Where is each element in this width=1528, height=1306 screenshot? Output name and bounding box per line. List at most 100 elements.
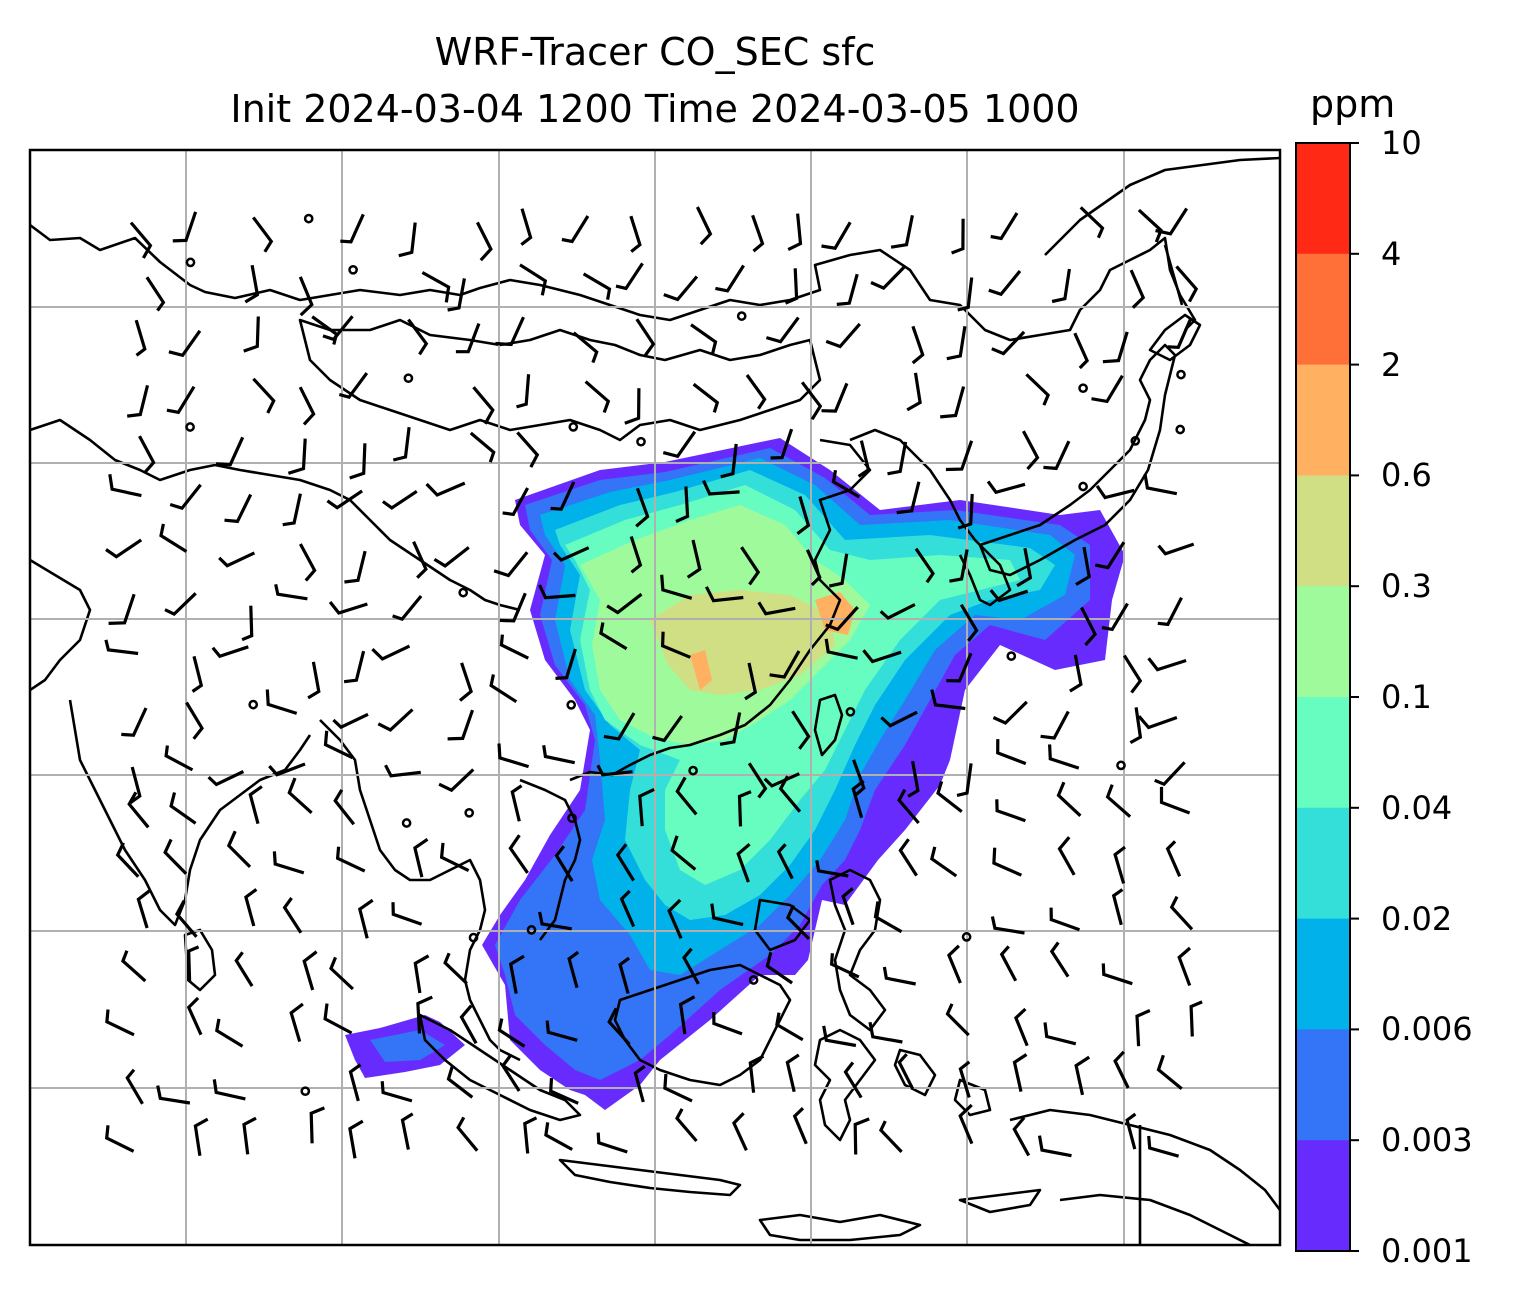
wind-barb <box>1122 654 1143 694</box>
wind-barb <box>542 745 576 765</box>
wind-barb <box>289 1002 304 1043</box>
wind-barb <box>947 944 962 984</box>
wind-barb <box>108 593 136 625</box>
colorbar-tick-label: 0.001 <box>1381 1232 1473 1270</box>
wind-barb <box>769 650 801 679</box>
wind-barb <box>1147 1135 1180 1158</box>
wind-barb <box>1012 1116 1031 1157</box>
wind-barb <box>951 218 965 255</box>
wind-barb <box>164 592 197 617</box>
wind-barb <box>929 846 958 878</box>
wind-barb <box>392 594 423 621</box>
wind-barb <box>1012 1053 1028 1092</box>
coastline-java <box>558 1158 742 1197</box>
wind-barb <box>667 898 683 940</box>
wind-barb <box>1155 207 1189 236</box>
calm-wind-marker <box>348 264 358 275</box>
calm-wind-marker <box>736 311 747 321</box>
wind-barb <box>852 759 866 797</box>
wind-barb <box>736 842 751 883</box>
wind-barb <box>252 377 276 414</box>
wind-barb <box>166 385 196 415</box>
wind-barb <box>882 966 917 986</box>
wind-barb <box>335 846 366 873</box>
wind-barb <box>218 551 256 568</box>
wind-barb <box>1014 1007 1029 1047</box>
calm-wind-marker <box>1078 383 1088 394</box>
wind-barb <box>508 954 525 994</box>
wind-barb <box>469 431 496 463</box>
calm-wind-marker <box>185 257 196 268</box>
wind-barb <box>244 264 260 304</box>
colorbar-tick-label: 0.04 <box>1381 788 1453 827</box>
wind-barb <box>348 1063 362 1102</box>
wind-barb <box>168 329 202 358</box>
wind-barb <box>1137 715 1178 730</box>
tracer-contour-0-003-west <box>370 1030 445 1062</box>
wind-barb <box>384 764 421 778</box>
wind-barb <box>957 277 974 312</box>
wind-barb <box>663 275 699 302</box>
wind-barb <box>134 319 147 357</box>
wind-barb <box>549 1078 579 1105</box>
colorbar-band <box>1296 918 1350 1030</box>
calm-wind-marker <box>688 765 698 776</box>
colorbar-band <box>1296 1029 1350 1141</box>
wind-barb <box>1157 596 1183 627</box>
wind-barb <box>737 790 752 827</box>
wind-barb <box>635 318 656 357</box>
wind-barb <box>702 479 740 496</box>
wind-barb <box>1154 761 1186 787</box>
wind-barb <box>1113 1050 1130 1089</box>
wind-barb <box>447 278 466 312</box>
wind-barb <box>1073 332 1090 370</box>
colorbar-band <box>1296 697 1350 809</box>
wind-barb <box>392 427 411 462</box>
wind-barb <box>538 911 572 931</box>
wind-barb <box>268 762 306 777</box>
wind-barb <box>407 318 429 356</box>
wind-barb <box>635 487 650 528</box>
wind-barb <box>413 954 430 994</box>
wind-barb <box>748 1054 765 1093</box>
wind-barb <box>561 215 590 244</box>
calm-wind-marker <box>1176 369 1186 380</box>
wind-barb <box>567 950 580 989</box>
wind-barb <box>878 1120 903 1154</box>
wind-barb <box>792 1107 808 1145</box>
wind-barb <box>775 1012 804 1042</box>
coastline-lesser-sunda <box>758 1213 922 1242</box>
wind-barb <box>309 1106 326 1144</box>
wind-barb <box>211 645 249 659</box>
wind-barb <box>1095 484 1135 500</box>
wind-barb <box>825 322 862 349</box>
coastline-timor <box>958 1188 1042 1214</box>
wind-barb <box>670 835 697 871</box>
wind-barb <box>862 649 902 664</box>
coastline-sakhalin <box>1163 244 1184 306</box>
coastline-korea <box>849 428 1012 607</box>
wind-barb <box>843 1061 863 1099</box>
wind-barb <box>298 543 317 582</box>
wind-barb <box>940 386 966 419</box>
wind-barb <box>502 487 530 517</box>
wind-barb <box>516 431 540 468</box>
wind-barb <box>159 523 188 553</box>
calm-wind-marker <box>1078 481 1088 492</box>
wind-barb <box>1016 547 1033 588</box>
map-panel <box>30 150 1280 1245</box>
wind-barb <box>538 584 576 600</box>
wind-barb <box>1175 265 1199 303</box>
wind-barb <box>510 784 523 822</box>
wind-barb <box>1075 546 1091 586</box>
wind-barb <box>125 1068 144 1105</box>
wind-barb <box>212 1079 246 1101</box>
wind-barb <box>136 889 151 929</box>
wind-barb <box>274 583 308 601</box>
wind-barb <box>185 701 204 740</box>
wind-barb <box>821 221 852 250</box>
wind-barb <box>127 385 150 418</box>
wind-barb <box>252 216 274 253</box>
wind-barb <box>675 1108 698 1143</box>
wind-barb <box>544 1122 573 1151</box>
